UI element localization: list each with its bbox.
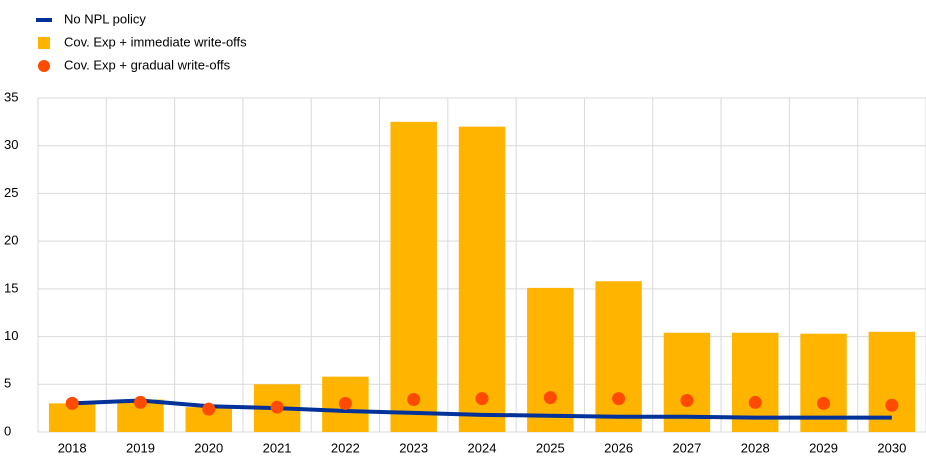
dot [543,391,557,405]
x-tick-label: 2029 [809,440,838,455]
x-tick-label: 2021 [263,440,292,455]
x-tick-label: 2030 [877,440,906,455]
dot [817,396,831,410]
bar [458,126,506,432]
y-tick-label: 30 [4,137,18,152]
bar [527,287,574,432]
y-tick-label: 20 [4,233,18,248]
bar [800,333,847,432]
legend-label: Cov. Exp + gradual write-offs [64,57,231,72]
bar [390,121,437,432]
x-tick-label: 2028 [741,440,770,455]
dot [885,398,899,412]
y-tick-label: 35 [4,89,18,104]
dot [133,395,147,409]
dot [612,392,626,406]
dot [680,394,694,408]
y-tick-label: 0 [4,423,11,438]
x-tick-label: 2025 [536,440,565,455]
dot [65,396,79,410]
legend-swatch [38,37,50,49]
y-tick-label: 25 [4,185,18,200]
dot [407,393,421,407]
x-tick-label: 2019 [126,440,155,455]
x-tick-label: 2026 [604,440,633,455]
y-tick-label: 5 [4,376,11,391]
bar [868,331,916,432]
dot [202,402,216,416]
y-tick-label: 10 [4,328,18,343]
legend-label: No NPL policy [64,11,146,26]
dot [748,395,762,409]
x-tick-label: 2022 [331,440,360,455]
x-tick-label: 2018 [58,440,87,455]
y-tick-label: 15 [4,280,18,295]
bar [732,332,779,432]
legend-swatch [36,18,52,22]
dot [338,396,352,410]
legend-swatch [38,60,50,72]
bar [595,281,642,432]
dot [270,400,284,414]
dot [475,392,489,406]
x-tick-label: 2023 [399,440,428,455]
x-tick-label: 2024 [468,440,497,455]
legend-label: Cov. Exp + immediate write-offs [64,34,247,49]
x-tick-label: 2020 [194,440,223,455]
x-tick-label: 2027 [672,440,701,455]
